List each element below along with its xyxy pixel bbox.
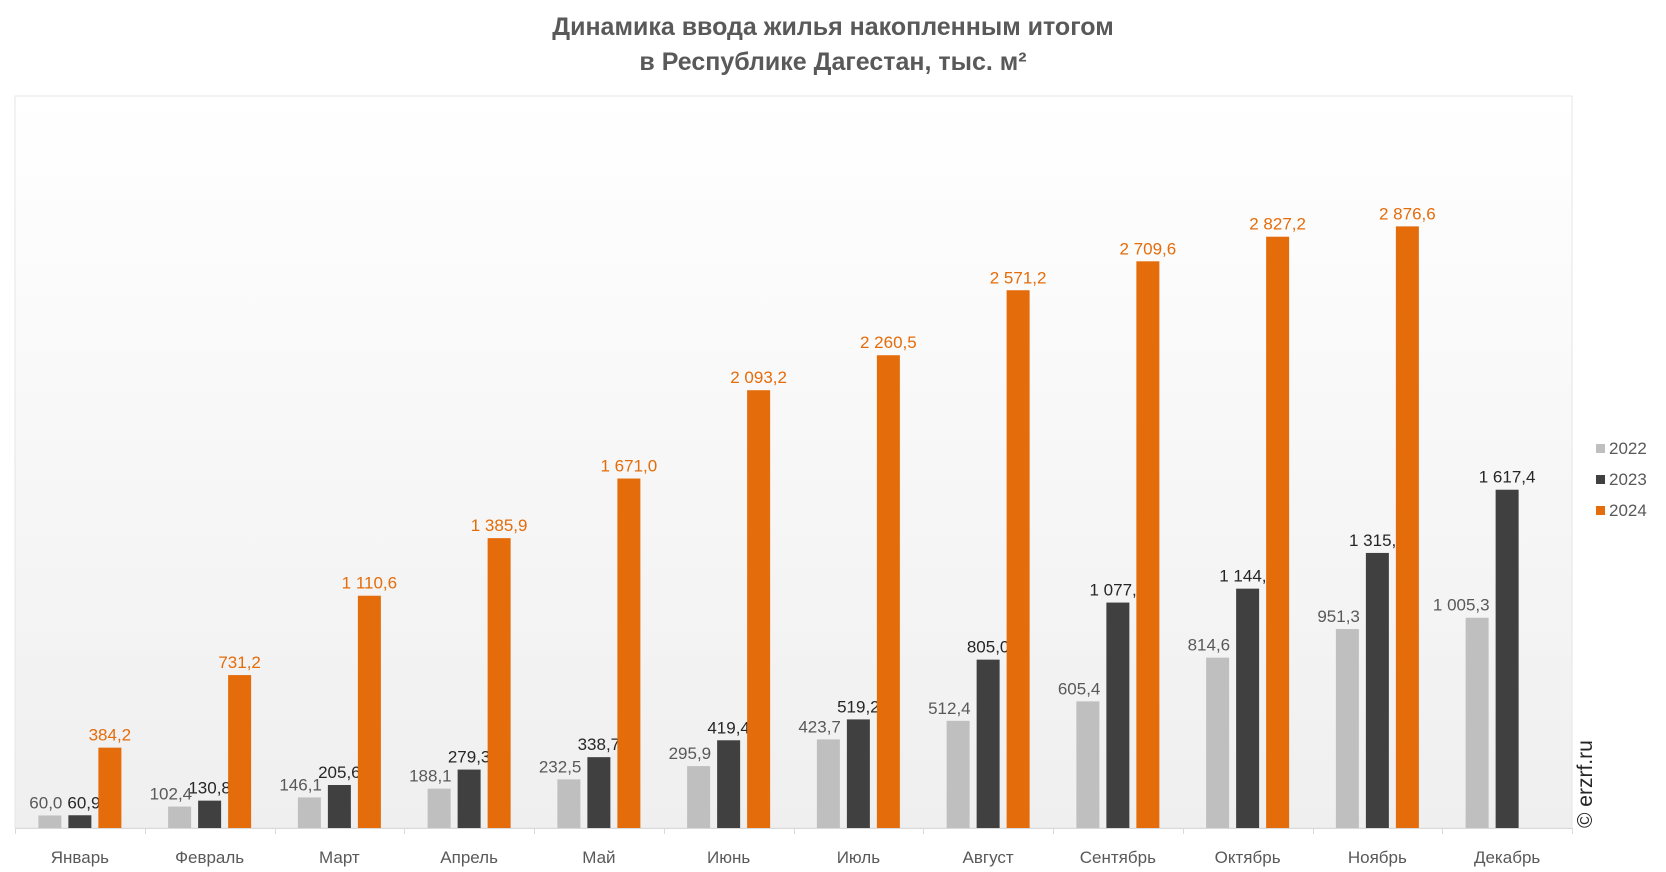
data-label-2024: 731,2 [218,653,261,672]
legend-swatch [1596,444,1605,453]
x-tick-label: Июль [837,848,881,867]
bar-2024 [747,390,771,828]
x-tick-label: Сентябрь [1080,848,1156,867]
bar-2022 [557,779,581,828]
data-label-2023: 338,7 [578,735,621,754]
data-label-2022: 512,4 [928,699,971,718]
bar-2022 [1076,701,1100,828]
bar-2023 [1106,602,1130,828]
bar-2022 [1206,657,1230,828]
data-label-2022: 951,3 [1317,607,1360,626]
bar-2022 [297,797,321,828]
bar-2024 [357,595,381,828]
x-tick-label: Март [319,848,360,867]
bar-2024 [98,747,122,828]
data-label-2022: 146,1 [279,775,322,794]
data-label-2024: 2 876,6 [1379,204,1436,223]
bar-2024 [1136,261,1160,828]
x-tick-label: Октябрь [1215,848,1281,867]
bar-2023 [587,757,611,828]
legend-item-2023: 2023 [1596,464,1647,495]
bar-2024 [876,355,900,828]
bar-2023 [1495,489,1519,828]
data-label-2022: 1 005,3 [1433,596,1490,615]
data-label-2024: 1 671,0 [601,457,658,476]
bar-2022 [168,806,192,828]
bar-2024 [228,675,252,828]
bar-2022 [427,788,451,828]
bar-2023 [1365,552,1389,828]
bar-2024 [617,478,641,828]
data-label-2024: 1 110,6 [342,574,397,593]
legend-swatch [1596,475,1605,484]
x-tick-label: Январь [51,848,109,867]
bar-2023 [717,740,741,828]
bar-2022 [687,766,711,828]
data-label-2023: 130,8 [188,779,231,798]
data-label-2023: 279,3 [448,748,491,767]
data-label-2022: 814,6 [1188,636,1231,655]
x-tick-label: Июнь [707,848,750,867]
data-label-2022: 605,4 [1058,679,1101,698]
legend-label: 2023 [1609,469,1647,489]
bar-2023 [1236,588,1260,828]
legend-item-2024: 2024 [1596,495,1647,526]
bar-2024 [1395,226,1419,829]
data-label-2022: 60,0 [29,793,62,812]
x-tick-label: Февраль [175,848,244,867]
bar-2022 [38,815,62,828]
chart-title-line-2: в Республике Дагестан, тыс. м² [639,48,1027,76]
data-label-2024: 384,2 [89,726,132,745]
data-label-2023: 205,6 [318,763,361,782]
bar-2023 [198,800,222,828]
bar-2022 [946,720,970,828]
bar-2022 [1465,617,1489,828]
data-label-2022: 232,5 [539,757,582,776]
bar-2023 [846,719,870,828]
chart-title-line-1: Динамика ввода жилья накопленным итогом [552,13,1114,41]
bar-2023 [976,659,1000,828]
legend-label: 2022 [1609,438,1647,458]
data-label-2024: 2 260,5 [860,333,917,352]
legend-swatch [1596,506,1605,515]
data-label-2022: 188,1 [409,767,452,786]
bar-2022 [1335,629,1359,828]
data-label-2023: 1 315,2 [1349,531,1406,550]
data-label-2023: 1 077,9 [1090,581,1147,600]
data-label-2024: 2 571,2 [990,268,1047,287]
data-label-2022: 295,9 [669,744,712,763]
legend-item-2022: 2022 [1596,433,1647,464]
x-tick-label: Апрель [440,848,498,867]
data-label-2023: 60,9 [67,793,100,812]
legend-label: 2024 [1609,500,1647,520]
data-label-2024: 2 827,2 [1249,215,1306,234]
data-label-2023: 1 144,4 [1219,567,1276,586]
bar-2023 [327,785,351,828]
data-label-2023: 805,0 [967,638,1010,657]
bar-2024 [1006,290,1030,828]
data-label-2022: 423,7 [798,717,841,736]
bar-2024 [487,538,511,828]
data-label-2024: 2 093,2 [730,368,787,387]
x-tick-label: Май [582,848,615,867]
bar-2024 [1266,236,1290,829]
data-label-2024: 2 709,6 [1120,239,1177,258]
plot-area [14,95,1573,829]
x-tick-label: Декабрь [1474,848,1540,867]
bar-2023 [68,815,92,828]
x-tick-label: Ноябрь [1348,848,1407,867]
bar-2022 [816,739,840,828]
data-label-2023: 519,2 [837,697,880,716]
data-label-2023: 419,4 [707,718,750,737]
data-label-2022: 102,4 [150,785,193,804]
data-label-2023: 1 617,4 [1479,468,1536,487]
legend: 2022 2023 2024 [1596,433,1647,526]
x-tick-label: Август [963,848,1014,867]
bar-2023 [457,769,481,828]
data-label-2024: 1 385,9 [471,516,528,535]
copyright-watermark: © erzrf.ru [1574,740,1597,828]
